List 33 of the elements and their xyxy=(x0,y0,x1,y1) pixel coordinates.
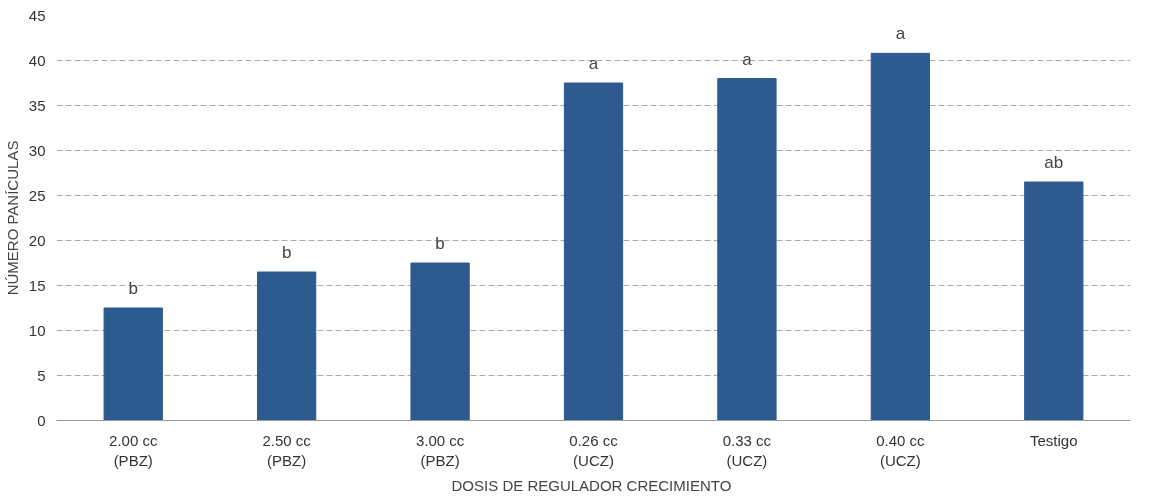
annotation: a xyxy=(895,24,906,44)
annotation: ab xyxy=(1044,153,1064,172)
y-tick-label: 5 xyxy=(37,366,46,384)
bar xyxy=(717,78,777,421)
bar xyxy=(256,271,317,421)
y-tick-label: 25 xyxy=(28,186,46,204)
y-tick-label: 35 xyxy=(28,96,46,114)
bar xyxy=(103,307,163,421)
y-tick-label: 45 xyxy=(28,6,46,24)
bar xyxy=(1024,181,1084,421)
y-tick-label: 40 xyxy=(28,51,46,69)
y-tick-label: 0 xyxy=(37,411,46,429)
y-axis-title: NÚMERO PANÍCULAS xyxy=(3,140,21,296)
x-tick-label: Testigo xyxy=(1030,431,1078,449)
bar xyxy=(870,52,931,421)
annotation: a xyxy=(742,49,753,69)
bar xyxy=(563,82,624,421)
x-tick-label: 2.00 cc (PBZ) xyxy=(109,431,158,469)
y-tick-label: 30 xyxy=(28,141,46,159)
x-tick-label: 0.26 cc (UCZ) xyxy=(569,431,619,469)
x-tick-label: 2.50 cc (PBZ) xyxy=(262,431,312,469)
x-tick-label: 3.00 cc (PBZ) xyxy=(415,431,465,469)
annotation: b xyxy=(435,234,445,253)
x-tick-label: 0.33 cc (UCZ) xyxy=(722,431,772,469)
annotation: b xyxy=(281,243,292,262)
y-tick-label: 15 xyxy=(28,276,46,294)
y-tick-label: 10 xyxy=(28,321,46,339)
annotation: b xyxy=(128,279,138,298)
x-axis-title: DOSIS DE REGULADOR CRECIMIENTO xyxy=(451,476,732,494)
y-tick-label: 20 xyxy=(28,231,46,249)
annotation: a xyxy=(588,54,599,73)
bar xyxy=(410,262,470,421)
x-tick-label: 0.40 cc (UCZ) xyxy=(876,431,926,469)
